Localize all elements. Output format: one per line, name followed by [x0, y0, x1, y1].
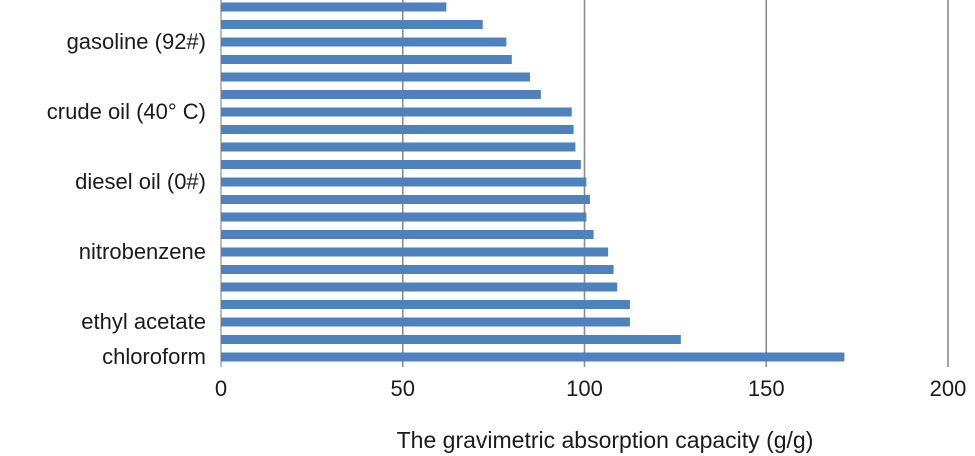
x-tick-label: 50: [391, 376, 415, 401]
bar-4: [221, 282, 618, 292]
bar-16: [221, 72, 530, 82]
bar-11: [221, 160, 581, 169]
x-axis-title: The gravimetric absorption capacity (g/g…: [397, 427, 814, 453]
bar-15: [221, 90, 541, 99]
bar-20: [221, 2, 447, 12]
x-tick-labels: 0 50 100 150 200: [215, 376, 966, 401]
x-tick-label: 100: [566, 376, 603, 401]
category-label: ethyl acetate: [81, 309, 206, 334]
bar-13: [221, 125, 574, 134]
x-tick-label: 150: [748, 376, 785, 401]
bar-2: [221, 317, 630, 327]
category-label: nitrobenzene: [79, 239, 206, 264]
bar-0: [221, 352, 845, 362]
bar-8: [221, 212, 587, 222]
bar-5: [221, 265, 614, 274]
category-label: chloroform: [102, 344, 206, 369]
category-label: gasoline (92#): [67, 29, 206, 54]
bar-12: [221, 142, 576, 152]
bar-19: [221, 20, 483, 29]
bar-18: [221, 37, 507, 47]
bar-series: [221, 2, 845, 362]
bar-6: [221, 247, 609, 257]
x-tick-label: 0: [215, 376, 227, 401]
bar-1: [221, 335, 681, 344]
bar-10: [221, 177, 587, 187]
category-label: diesel oil (0#): [75, 169, 206, 194]
category-labels: chloroform ethyl acetate nitrobenzene diese…: [47, 29, 206, 369]
bar-9: [221, 195, 590, 204]
bar-7: [221, 230, 594, 239]
bar-3: [221, 300, 630, 309]
bar-17: [221, 55, 512, 64]
category-label: crude oil (40° C): [47, 99, 206, 124]
bar-14: [221, 107, 572, 117]
x-tick-label: 200: [930, 376, 967, 401]
